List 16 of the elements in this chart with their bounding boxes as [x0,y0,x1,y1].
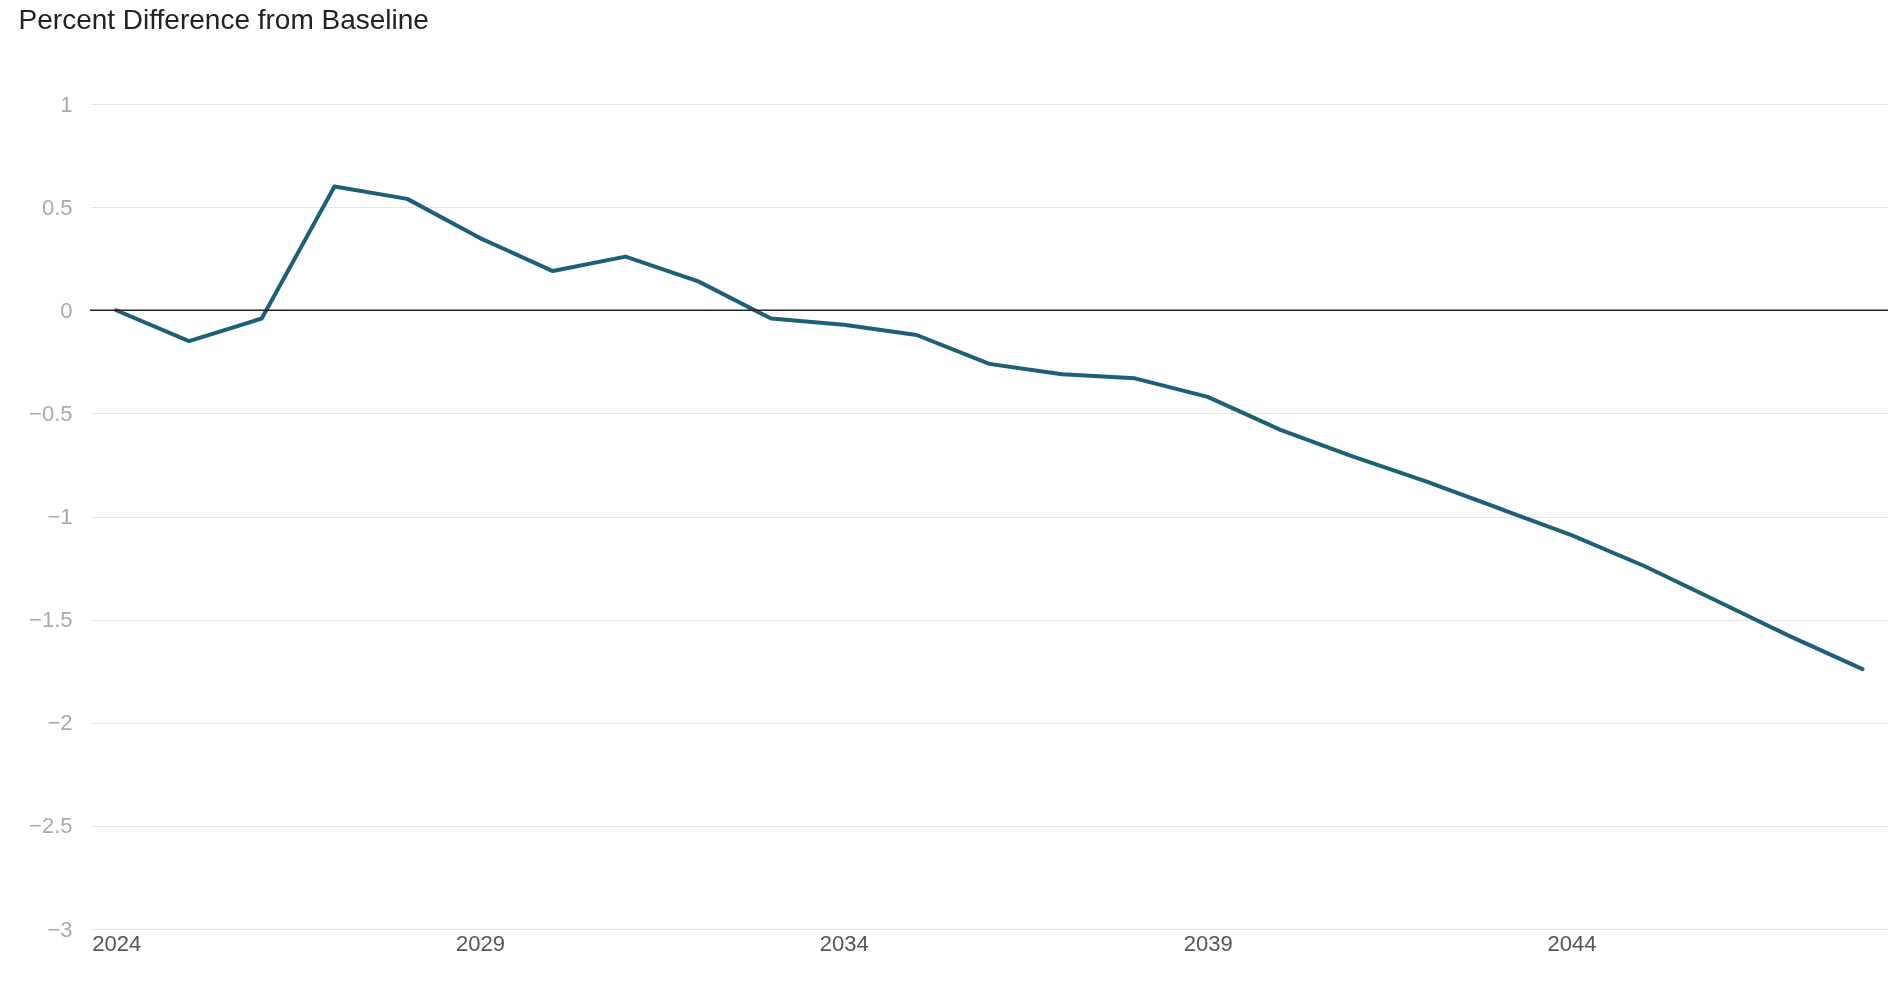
x-tick-label: 2024 [92,930,142,956]
chart-title: Percent Difference from Baseline [18,4,429,35]
y-tick-label: −2.5 [29,813,73,839]
y-tick-label: −0.5 [29,400,73,426]
x-tick-label: 2039 [1183,930,1233,956]
y-tick-label: −1 [47,504,73,529]
y-tick-label: −1.5 [29,607,73,633]
y-tick-label: −2 [47,710,73,736]
x-tick-label: 2029 [456,930,505,956]
y-tick-label: 1 [60,91,73,117]
y-tick-label: 0 [60,297,73,323]
x-tick-label: 2034 [819,930,869,956]
line-series [114,184,1865,672]
y-tick-label: 0.5 [41,194,73,220]
y-tick-label: −3 [47,916,73,942]
x-tick-label: 2044 [1547,930,1597,956]
